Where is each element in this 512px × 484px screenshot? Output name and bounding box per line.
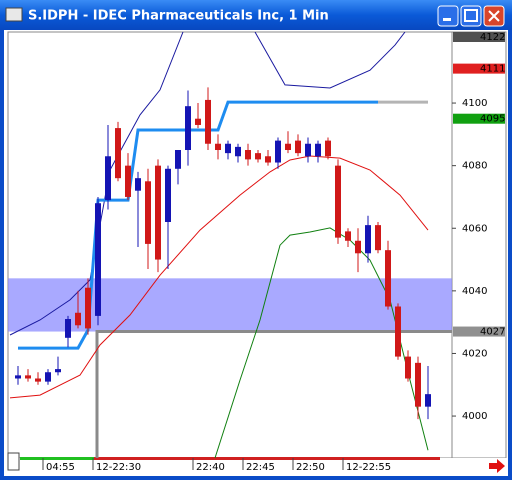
- candle-body: [45, 372, 51, 382]
- candle-body: [245, 150, 251, 160]
- candle-body: [265, 156, 271, 163]
- scroll-arrow[interactable]: [489, 459, 505, 473]
- candle-body: [415, 362, 421, 407]
- close-glyph: [488, 10, 500, 22]
- candle-body: [215, 143, 221, 151]
- candle-body: [155, 165, 161, 260]
- scroll-red: [94, 457, 440, 460]
- candle-body: [135, 178, 141, 191]
- candle-body: [205, 99, 211, 144]
- candle-body: [295, 140, 301, 154]
- candle-body: [375, 225, 381, 251]
- title-bar: [0, 0, 512, 30]
- candle-body: [175, 150, 181, 169]
- overlay-line: [214, 227, 429, 458]
- candle-body: [325, 140, 331, 157]
- candle-body: [385, 250, 391, 307]
- minimize-button[interactable]: [437, 5, 459, 27]
- time-axis: [4, 458, 508, 476]
- x-tick-label: 04:55: [46, 462, 75, 473]
- candle-body: [85, 287, 91, 329]
- candle-body: [125, 165, 131, 197]
- overlay-line: [9, 155, 429, 399]
- minimize-glyph: [443, 18, 451, 21]
- window-title: S.IDPH - IDEC Pharmaceuticals Inc, 1 Min: [28, 9, 329, 24]
- candle-body: [335, 165, 341, 238]
- price-marker-label: 4122: [480, 32, 505, 43]
- candle-body: [305, 143, 311, 157]
- app-icon: [5, 7, 23, 22]
- price-marker: [453, 113, 505, 124]
- x-tick-label: 12-22:55: [346, 462, 391, 473]
- price-marker: [453, 326, 505, 337]
- y-tick-label: 4100: [462, 98, 487, 109]
- y-tick-label: 4080: [462, 161, 487, 172]
- y-tick-label: 4040: [462, 286, 487, 297]
- level-line: [95, 330, 452, 458]
- price-marker-label: 4095: [480, 114, 505, 125]
- scroll-green: [20, 457, 94, 460]
- x-tick-label: 22:50: [296, 462, 325, 473]
- y-tick-label: 4020: [462, 348, 487, 359]
- x-tick-label: 22:45: [246, 462, 275, 473]
- candle-body: [235, 146, 241, 157]
- overlay-line: [18, 100, 378, 350]
- candle-body: [105, 156, 111, 201]
- candle-body: [425, 394, 431, 407]
- plot-area: [7, 31, 453, 459]
- candle-body: [75, 312, 81, 326]
- candle-body: [15, 375, 21, 379]
- candle-body: [95, 203, 101, 316]
- candle-body: [345, 231, 351, 241]
- candle-body: [25, 375, 31, 379]
- x-tick-label: 12-22:30: [96, 462, 141, 473]
- candle-body: [405, 356, 411, 379]
- price-marker-label: 4027: [480, 327, 505, 338]
- candle-body: [255, 153, 261, 160]
- candle-body: [185, 106, 191, 151]
- price-marker-label: 4111: [480, 64, 505, 75]
- price-marker: [453, 32, 505, 42]
- candle-body: [225, 143, 231, 154]
- candle-body: [285, 143, 291, 151]
- candle-body: [55, 369, 61, 373]
- maximize-glyph: [464, 9, 478, 22]
- price-marker: [453, 63, 505, 74]
- candle-body: [365, 225, 371, 254]
- candle-body: [115, 128, 121, 179]
- plot-group: [8, 32, 452, 458]
- candle-body: [355, 240, 361, 254]
- price-axis: [451, 31, 507, 459]
- x-tick-label: 22:40: [196, 462, 225, 473]
- candle-body: [395, 306, 401, 357]
- candle-body: [315, 143, 321, 157]
- candle-body: [165, 168, 171, 222]
- candle-body: [65, 319, 71, 338]
- scroll-box[interactable]: [7, 452, 20, 471]
- candle-body: [275, 140, 281, 163]
- candle-body: [35, 378, 41, 382]
- y-tick-label: 4000: [462, 411, 487, 422]
- y-tick-label: 4060: [462, 223, 487, 234]
- candle-body: [195, 118, 201, 125]
- candle-body: [145, 181, 151, 244]
